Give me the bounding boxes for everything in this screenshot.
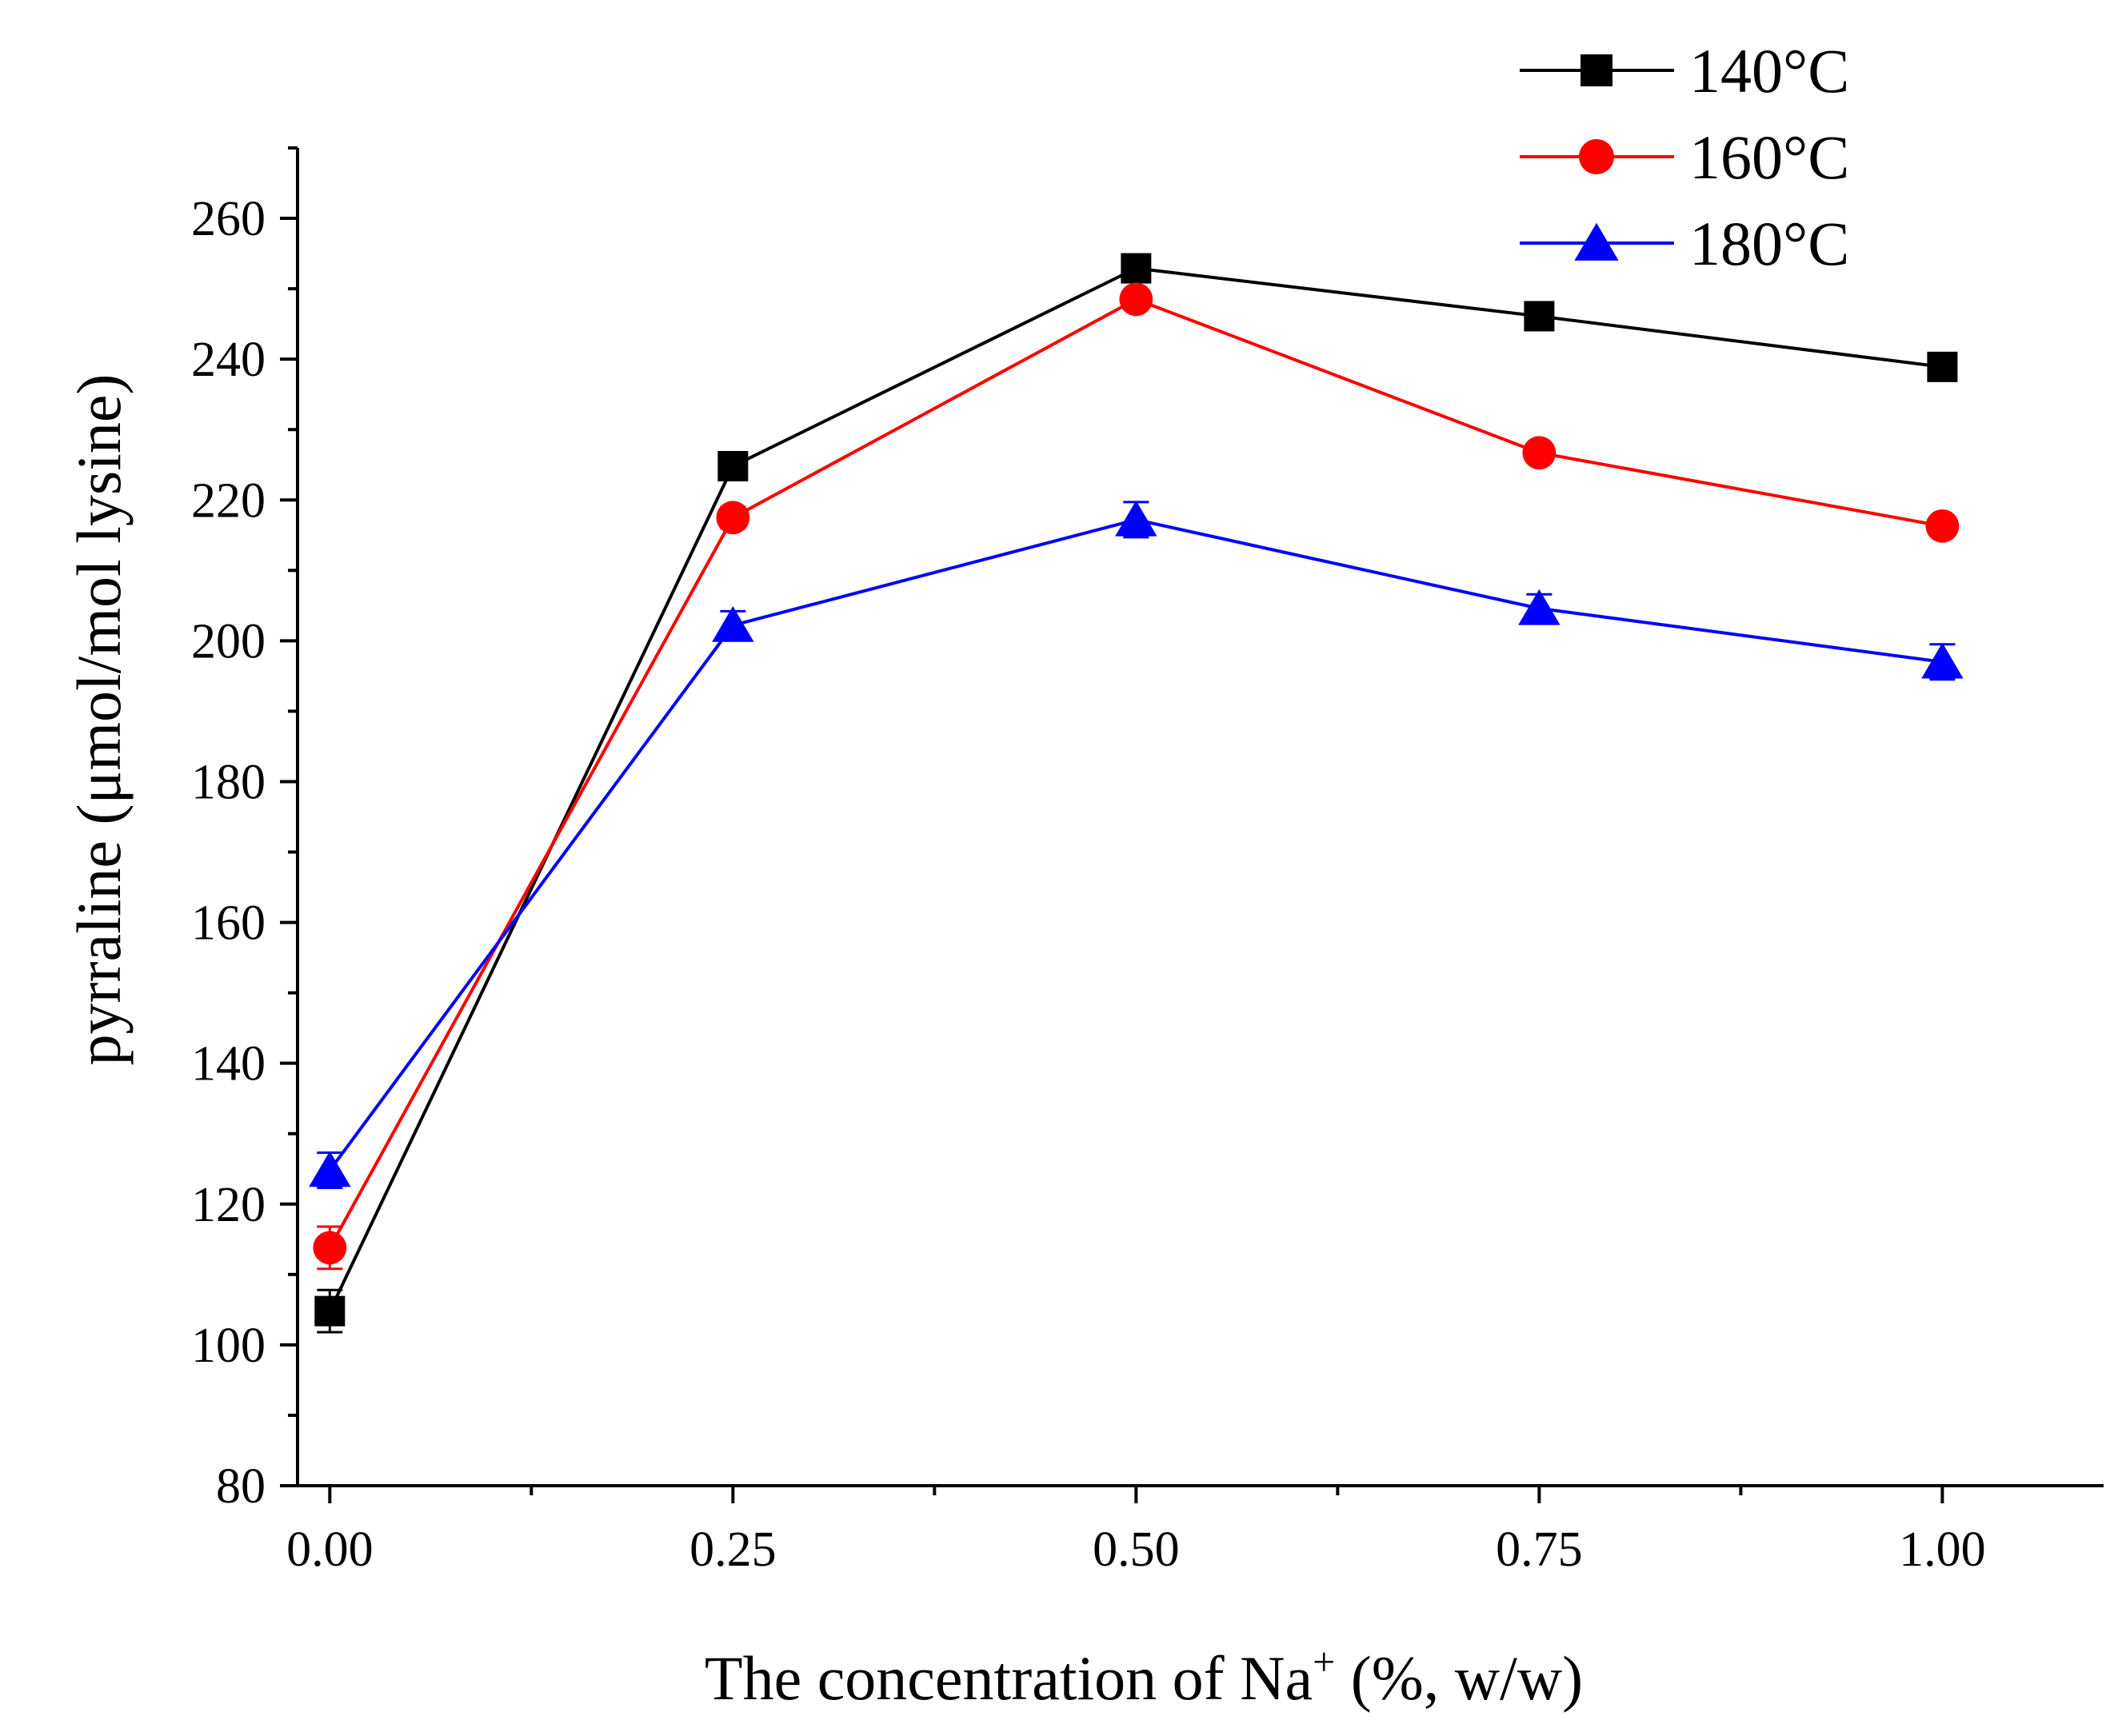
x-tick-label: 0.75 [1496,1522,1583,1577]
x-tick-label: 0.25 [689,1522,777,1577]
data-point [1524,301,1555,332]
series-layer [309,253,1964,1334]
y-tick-label: 100 [191,1319,266,1373]
data-point [1921,642,1964,679]
data-point [313,1231,347,1265]
data-point [717,450,749,481]
series-line [328,297,1943,1249]
axes [296,148,2104,1487]
y-tick-label: 180 [191,755,266,809]
legend-label: 160°C [1689,122,1849,192]
y-tick-label: 260 [191,192,266,246]
legend-label: 140°C [1689,36,1849,106]
legend-marker [1581,54,1612,86]
y-axis-ticks: 80 100 120 140 160 180 200 220 240 260 [191,146,298,1514]
series-line [328,517,1943,1171]
y-tick-label: 200 [191,614,266,668]
legend: 140°C 160°C 180°C [1520,36,1849,278]
data-point [1518,589,1561,625]
data-point [1115,500,1157,537]
y-tick-label: 240 [191,333,266,387]
series-140°C [314,253,1958,1334]
data-point [309,1151,351,1187]
x-tick-label: 1.00 [1899,1522,1986,1577]
legend-label: 180°C [1689,209,1849,278]
legend-marker [1579,139,1614,174]
data-point [1927,351,1958,382]
y-tick-label: 80 [216,1459,266,1514]
x-axis-title-superscript: + [1313,1639,1335,1684]
y-tick-label: 120 [191,1178,266,1232]
y-axis-title: pyrraline (μmol/mol lysine) [64,374,134,1066]
x-tick-label: 0.50 [1093,1522,1180,1577]
data-point [314,1295,346,1327]
data-point [1522,436,1557,470]
data-point [1121,253,1152,284]
data-point [716,501,750,535]
y-tick-label: 160 [191,896,266,951]
y-tick-label: 140 [191,1037,266,1091]
y-tick-label: 220 [191,473,266,528]
data-point [1119,282,1153,317]
series-180°C [309,500,1964,1190]
legend-marker [1574,222,1619,261]
x-tick-label: 0.00 [286,1522,374,1577]
x-axis-title: The concentration of Na+ (%, w/w) [705,1639,1583,1713]
x-axis-title-main: The concentration of Na [705,1643,1313,1713]
series-160°C [313,282,1960,1271]
data-point [1925,509,1960,543]
x-axis-title-tail: (%, w/w) [1335,1643,1583,1713]
x-axis-ticks: 0.00 0.25 0.50 0.75 1.00 [286,1486,1986,1577]
data-point [712,605,754,642]
series-line [328,266,1943,1312]
